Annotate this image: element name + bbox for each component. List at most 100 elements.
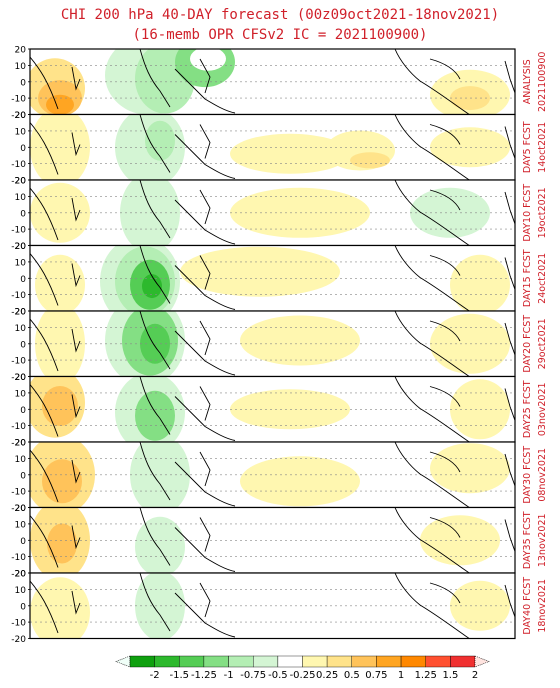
coastline: [504, 60, 515, 94]
colorbar-label: 0.25: [316, 670, 338, 681]
colorbar-label: -2: [150, 670, 160, 681]
coastline: [71, 459, 81, 484]
y-tick-label: 0: [20, 340, 26, 350]
coastline: [71, 66, 81, 91]
y-tick-label: 0: [20, 406, 26, 416]
y-tick-label: 10: [15, 62, 27, 72]
title-line-2: (16-memb OPR CFSv2 IC = 2021100900): [132, 27, 428, 43]
coastline: [394, 507, 471, 574]
y-tick-label: 0: [20, 537, 26, 547]
coastline: [504, 126, 515, 159]
y-tick-label: 20: [15, 504, 27, 514]
anomaly-shade: [42, 459, 82, 504]
coastline: [30, 56, 59, 110]
panel-field: [30, 245, 515, 312]
y-tick-label: -10: [11, 488, 26, 498]
coastline: [504, 519, 515, 552]
panel-label-line1: DAY5 FCST: [522, 121, 533, 173]
coastline: [71, 525, 81, 550]
coastline: [429, 255, 461, 276]
y-tick-label: 20: [15, 46, 27, 56]
colorbar-arrow-low: [115, 655, 131, 668]
colorbar-swatch: [450, 655, 476, 668]
colorbar-swatch: [129, 655, 155, 668]
coastline: [30, 580, 59, 634]
coastline: [504, 584, 515, 618]
coastline: [139, 311, 171, 370]
anomaly-shade: [430, 443, 510, 494]
anomaly-shade: [145, 120, 175, 161]
coastline: [429, 517, 461, 538]
coastline: [504, 191, 515, 225]
panel-label-line1: DAY25 FCST: [522, 380, 533, 438]
coastline: [199, 255, 211, 290]
y-tick-label: 20: [15, 439, 27, 449]
coastline: [30, 122, 59, 175]
forecast-panel: 20 10 0 -10 -20 DAY10 FCST 19oct2021: [11, 177, 548, 253]
y-tick-label: -20: [11, 635, 26, 645]
panel-label: DAY30 FCST 08nov2021: [522, 446, 548, 504]
colorbar-swatch: [277, 655, 303, 668]
y-tick-label: 10: [15, 258, 27, 268]
coastline: [199, 386, 211, 421]
colorbar-label: 0.5: [344, 670, 360, 681]
coastline: [429, 451, 461, 473]
panel-label-line1: DAY10 FCST: [522, 184, 533, 242]
coastline: [394, 573, 471, 639]
coastline: [30, 449, 59, 503]
forecast-panel: 20 10 0 -10 -20 ANALYSIS 2021100900: [11, 46, 548, 122]
colorbar-label: -0.75: [240, 670, 266, 681]
forecast-panel: 20 10 0 -10 -20 DAY20 FCST 29oct2021: [11, 308, 548, 384]
coastline: [30, 253, 59, 306]
y-tick-label: 10: [15, 455, 27, 465]
coastline: [199, 320, 211, 356]
y-tick-label: -10: [11, 357, 26, 367]
y-tick-label: -20: [11, 373, 26, 383]
colorbar-swatch: [425, 655, 451, 668]
anomaly-shade: [42, 386, 78, 426]
y-tick-label: 10: [15, 127, 27, 137]
coastline: [139, 49, 171, 108]
y-tick-label: -10: [11, 553, 26, 563]
coastline: [394, 180, 471, 246]
y-tick-label: -20: [11, 504, 26, 514]
forecast-panel: 20 10 0 -10 -20 DAY30 FCST 08nov2021: [11, 439, 548, 515]
anomaly-shade: [46, 94, 74, 115]
colorbar-swatch: [302, 655, 328, 668]
anomaly-shade: [47, 523, 77, 564]
colorbar-label: 2: [472, 670, 478, 681]
panel-label-line2: 13nov2021: [537, 513, 548, 567]
colorbar-swatch: [326, 655, 352, 668]
colorbar-swatch: [351, 655, 377, 668]
colorbar-swatch: [376, 655, 402, 668]
y-tick-label: -10: [11, 619, 26, 629]
colorbar-label: -1.5: [170, 670, 190, 681]
y-tick-label: 0: [20, 471, 26, 481]
y-tick-label: -20: [11, 308, 26, 318]
y-tick-label: -10: [11, 226, 26, 236]
coastline: [174, 265, 236, 310]
y-tick-label: -20: [11, 439, 26, 449]
y-tick-label: 0: [20, 78, 26, 88]
coastline: [71, 328, 81, 353]
coastline: [30, 318, 59, 372]
anomaly-shade: [135, 390, 175, 441]
panel-field: [30, 376, 515, 443]
coastline: [71, 132, 81, 157]
coastline: [504, 453, 515, 487]
y-tick-label: -10: [11, 291, 26, 301]
coastline: [139, 114, 171, 173]
anomaly-shade: [30, 577, 90, 639]
coastline: [199, 451, 211, 487]
anomaly-shade: [35, 254, 85, 312]
anomaly-shade: [240, 456, 360, 507]
panel-field: [30, 311, 515, 377]
anomaly-shade: [180, 246, 340, 297]
anomaly-shade: [450, 254, 510, 312]
panel-label: ANALYSIS 2021100900: [522, 52, 548, 112]
coastline: [174, 68, 236, 114]
y-tick-label: 20: [15, 111, 27, 121]
coastline: [199, 58, 211, 94]
coastline: [139, 245, 171, 304]
coastline: [139, 442, 171, 501]
